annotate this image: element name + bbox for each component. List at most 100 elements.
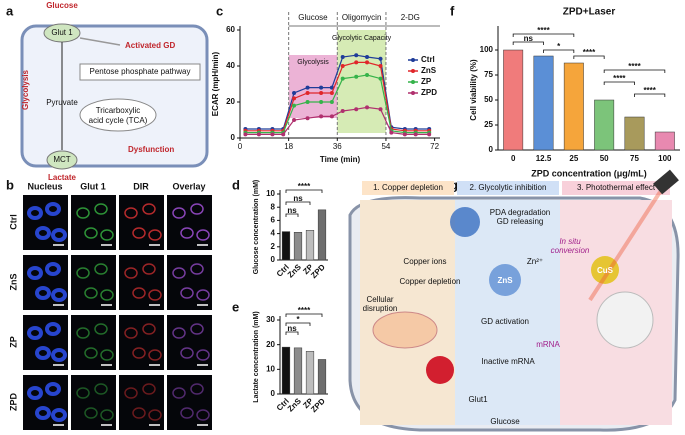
- laser-beam: [588, 190, 662, 302]
- cell-stain: [180, 407, 194, 419]
- y-axis-label: Glucose concentration (mM): [253, 180, 260, 275]
- cell-stain: [84, 227, 98, 239]
- region: [288, 55, 338, 118]
- significance-bracket: [512, 33, 575, 37]
- cell-stain: [196, 289, 210, 301]
- point: [413, 132, 418, 137]
- significance-label: ****: [537, 26, 550, 35]
- column-label: Overlay: [172, 181, 205, 191]
- x-axis-label: Time (min): [320, 155, 361, 164]
- bar: [281, 231, 291, 261]
- legend-label: Ctrl: [421, 55, 435, 64]
- label: mRNA: [536, 340, 560, 349]
- significance-bracket: [285, 189, 323, 193]
- significance-bracket: [512, 41, 544, 45]
- label: Glut 1: [51, 28, 73, 37]
- significance-label: ns: [287, 206, 297, 215]
- label: GD activation: [481, 317, 529, 326]
- cell-stain: [172, 387, 186, 399]
- cell-stain: [172, 207, 186, 219]
- point: [292, 103, 297, 108]
- y-tick-label: 10: [266, 364, 275, 373]
- significance-bracket: [285, 331, 299, 335]
- x-tick-label: 75: [630, 154, 639, 163]
- cell-stain: [100, 349, 114, 361]
- label: conversion: [551, 246, 590, 255]
- cell-stain: [132, 287, 146, 299]
- cell-stain: [100, 229, 114, 241]
- y-tick-label: 0: [489, 145, 494, 154]
- cell-stain: [94, 203, 108, 215]
- panel-label: e: [232, 299, 239, 314]
- x-tick-label: 72: [430, 142, 439, 151]
- point: [292, 118, 297, 122]
- scheme-g: 1. Copper depletion 2. Glycolytic inhibi…: [348, 169, 680, 432]
- cell-stain: [27, 266, 43, 280]
- cell-stain: [142, 203, 156, 215]
- bar: [281, 346, 291, 395]
- nanoparticle: [591, 256, 619, 284]
- point: [319, 91, 324, 95]
- label: Pyruvate: [46, 98, 78, 107]
- panel-label: a: [6, 3, 14, 18]
- significance-label: ****: [583, 48, 596, 57]
- point: [354, 60, 359, 65]
- row-label: ZP: [8, 336, 18, 348]
- significance-bracket: [285, 322, 311, 326]
- micrograph: [167, 195, 212, 250]
- micrograph: [71, 315, 116, 370]
- laser: [653, 169, 679, 195]
- step: 2. Glycolytic inhibition: [470, 183, 547, 192]
- cell-stain: [27, 326, 43, 340]
- cell-stain: [124, 327, 138, 339]
- point: [378, 76, 383, 81]
- cell-stain: [76, 267, 90, 279]
- micrograph: [167, 375, 212, 430]
- y-tick-label: 10: [266, 189, 275, 198]
- label: CuS: [597, 266, 614, 275]
- cell-stain: [172, 267, 186, 279]
- point: [340, 109, 345, 113]
- bar: [624, 116, 645, 151]
- cell-stain: [142, 323, 156, 335]
- point: [305, 85, 310, 90]
- cell-stain: [94, 323, 108, 335]
- y-tick-label: 0: [271, 255, 276, 264]
- legend-swatch: [411, 58, 415, 62]
- bar: [533, 55, 554, 151]
- cell-stain: [132, 227, 146, 239]
- cell-stain: [190, 383, 204, 395]
- bar: [594, 99, 615, 151]
- point: [305, 116, 310, 121]
- panel-label: f: [450, 3, 455, 18]
- cell-stain: [100, 289, 114, 301]
- label: Activated GD: [125, 41, 175, 50]
- significance-bracket: [634, 93, 666, 97]
- micrograph: [119, 375, 164, 430]
- micrograph: [167, 315, 212, 370]
- point: [354, 107, 359, 112]
- point: [365, 105, 370, 110]
- y-tick-label: 50: [484, 95, 493, 104]
- legend-swatch: [411, 91, 415, 95]
- cell-stain: [148, 289, 162, 301]
- point: [256, 132, 261, 137]
- cell-stain: [94, 383, 108, 395]
- step: 1. Copper depletion: [373, 183, 443, 192]
- phase-label: Oligomycin: [342, 13, 382, 22]
- y-tick-label: 75: [484, 70, 493, 79]
- x-tick-label: 12.5: [536, 154, 552, 163]
- label: Glut1: [468, 395, 488, 404]
- legend-swatch: [411, 69, 415, 73]
- zone: [455, 200, 560, 425]
- y-axis-label: ECAR (mpH/min): [211, 51, 220, 116]
- micrograph: [23, 195, 68, 250]
- y-tick-label: 0: [231, 133, 236, 142]
- panel-label: b: [6, 177, 14, 192]
- point: [243, 132, 248, 137]
- arrow: [79, 37, 121, 46]
- organelle: [596, 291, 654, 349]
- cell-stain: [51, 348, 67, 362]
- significance-label: ****: [298, 306, 311, 315]
- nanoparticle: [489, 264, 521, 296]
